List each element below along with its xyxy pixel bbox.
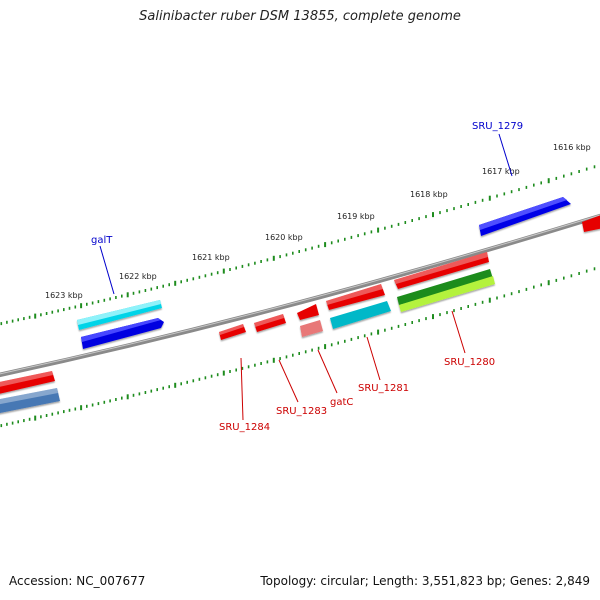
leader-SRU_1284 xyxy=(240,357,244,421)
leader-SRU_1280 xyxy=(451,310,466,354)
scale-label-1619: 1619 kbp xyxy=(337,212,375,221)
outer-scale-ticks xyxy=(0,165,596,326)
scale-label-1622: 1622 kbp xyxy=(119,272,157,281)
gene-label-SRU_1284[interactable]: SRU_1284 xyxy=(219,422,270,433)
gene-SRU_1281-rna-feature[interactable] xyxy=(330,301,391,329)
gene-SRU_1279-feature[interactable] xyxy=(479,197,571,236)
gene-galT-adjacent-feature[interactable] xyxy=(81,318,164,349)
reverse-strand-features xyxy=(0,252,495,415)
gene-SRU_1280-feature[interactable] xyxy=(394,252,489,289)
leader-SRU_1279 xyxy=(498,133,513,177)
scale-label-1620: 1620 kbp xyxy=(265,233,303,242)
genome-summary-text: Topology: circular; Length: 3,551,823 bp… xyxy=(260,574,590,588)
gene-SRU_1280-green-feature[interactable] xyxy=(397,269,493,305)
scale-label-1623: 1623 kbp xyxy=(45,291,83,300)
gene-partial-right-feature[interactable] xyxy=(582,214,600,232)
leader-SRU_1281 xyxy=(366,336,381,381)
scale-label-1618: 1618 kbp xyxy=(410,190,448,199)
map-title: Salinibacter ruber DSM 13855, complete g… xyxy=(139,9,461,24)
gene-SRU_1280-lightgreen-feature[interactable] xyxy=(399,276,495,312)
leader-SRU_1283 xyxy=(278,359,299,403)
gene-SRU_1283-feature[interactable] xyxy=(254,314,286,332)
gene-label-SRU_1281[interactable]: SRU_1281 xyxy=(358,383,409,394)
gene-galT-adjacent-feature-top xyxy=(81,318,161,342)
feature-highlights xyxy=(0,252,488,405)
accession-text: Accession: NC_007677 xyxy=(9,574,146,588)
forward-strand-features xyxy=(77,197,600,330)
gene-label-SRU_1283[interactable]: SRU_1283 xyxy=(276,406,327,417)
label-leaders xyxy=(99,133,513,421)
gene-SRU_1281-feature[interactable] xyxy=(326,284,385,310)
scale-label-1616: 1616 kbp xyxy=(553,143,591,152)
gene-labels: galT SRU_1279 SRU_1284 SRU_1283 gatC SRU… xyxy=(91,121,523,433)
gene-label-SRU_1280[interactable]: SRU_1280 xyxy=(444,357,495,368)
genome-backbone-highlight xyxy=(0,214,600,375)
leader-galT xyxy=(99,245,115,295)
gene-label-gatC[interactable]: gatC xyxy=(330,397,353,408)
gene-gatC-rna-feature[interactable] xyxy=(300,320,323,337)
gene-galT-feature-top xyxy=(77,300,161,325)
gene-SRU_1284-feature[interactable] xyxy=(219,324,246,340)
gene-left-edge-blue-feature[interactable] xyxy=(0,388,60,415)
genome-backbone xyxy=(0,213,600,378)
scale-labels: 1623 kbp 1622 kbp 1621 kbp 1620 kbp 1619… xyxy=(45,143,591,300)
gene-label-galT[interactable]: galT xyxy=(91,235,113,246)
gene-left-edge-red-feature[interactable] xyxy=(0,371,55,396)
gene-label-SRU_1279[interactable]: SRU_1279 xyxy=(472,121,523,132)
gene-gatC-feature[interactable] xyxy=(297,304,319,320)
scale-label-1617: 1617 kbp xyxy=(482,167,520,176)
gene-SRU_1279-feature-top xyxy=(479,197,567,230)
leader-gatC xyxy=(317,349,338,394)
inner-scale-ticks xyxy=(0,267,596,428)
scale-label-1621: 1621 kbp xyxy=(192,253,230,262)
